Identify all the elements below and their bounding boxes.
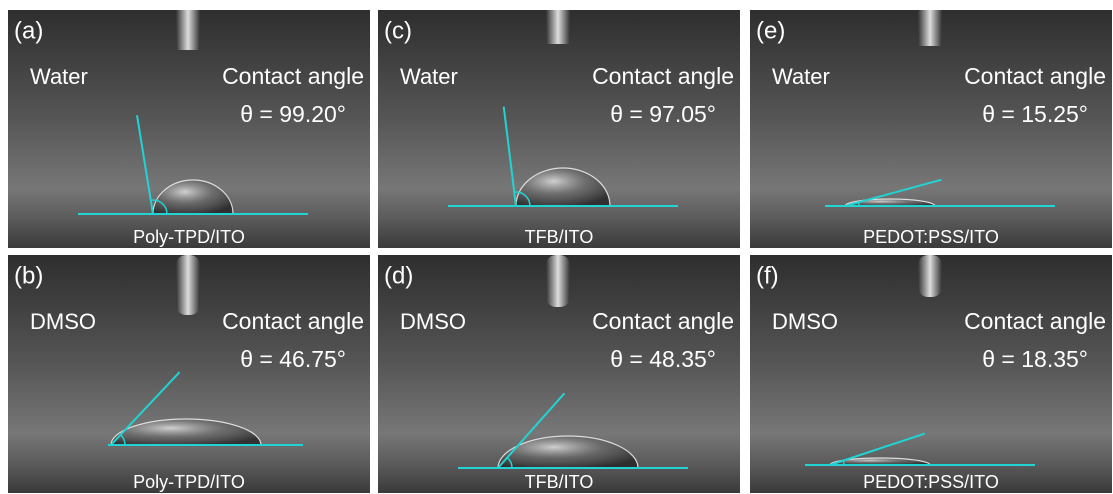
panel-label: (b)	[14, 262, 43, 289]
substrate-label: PEDOT:PSS/ITO	[863, 472, 999, 492]
panel: (a) Water Contact angle θ = 99.20° Poly-TPD/…	[8, 10, 370, 248]
substrate-label: PEDOT:PSS/ITO	[863, 227, 999, 247]
needle	[176, 255, 200, 315]
panel: (b) DMSO Contact angle θ = 46.75° Poly-TPD/I…	[8, 255, 370, 493]
panel-label: (e)	[756, 17, 785, 44]
angle-arc	[843, 461, 844, 465]
needle	[918, 10, 942, 46]
figure: (a) Water Contact angle θ = 99.20° Poly-TPD/…	[0, 0, 1113, 494]
panel-label: (c)	[384, 17, 412, 44]
needle	[546, 255, 570, 307]
needle	[176, 10, 200, 50]
liquid-label: DMSO	[772, 309, 838, 334]
liquid-label: Water	[772, 64, 830, 89]
substrate-label: Poly-TPD/ITO	[133, 227, 245, 247]
panel: (c) Water Contact angle θ = 97.05° TFB/ITO	[378, 10, 740, 248]
panel-label: (f)	[756, 262, 779, 289]
liquid-label: DMSO	[400, 309, 466, 334]
liquid-label: Water	[30, 64, 88, 89]
caption: Contact angle	[222, 63, 364, 89]
angle-label: θ = 15.25°	[982, 101, 1088, 127]
caption: Contact angle	[592, 63, 734, 89]
panel-label: (a)	[14, 17, 43, 44]
needle	[918, 255, 942, 297]
caption: Contact angle	[964, 308, 1106, 334]
panel: (f) DMSO Contact angle θ = 18.35° PEDOT:PSS/…	[750, 255, 1112, 493]
caption: Contact angle	[964, 63, 1106, 89]
panel: (e) Water Contact angle θ = 15.25° PEDOT:PSS…	[750, 10, 1112, 248]
substrate-label: TFB/ITO	[525, 472, 594, 492]
angle-label: θ = 46.75°	[240, 346, 346, 372]
panel-photo	[378, 10, 740, 248]
angle-label: θ = 48.35°	[610, 346, 716, 372]
angle-label: θ = 18.35°	[982, 346, 1088, 372]
panel: (d) DMSO Contact angle θ = 48.35° TFB/ITO	[378, 255, 740, 493]
panel-label: (d)	[384, 262, 413, 289]
liquid-label: DMSO	[30, 309, 96, 334]
substrate-label: Poly-TPD/ITO	[133, 472, 245, 492]
angle-label: θ = 99.20°	[240, 101, 346, 127]
needle	[546, 10, 570, 44]
angle-label: θ = 97.05°	[610, 101, 716, 127]
caption: Contact angle	[222, 308, 364, 334]
caption: Contact angle	[592, 308, 734, 334]
liquid-label: Water	[400, 64, 458, 89]
substrate-label: TFB/ITO	[525, 227, 594, 247]
